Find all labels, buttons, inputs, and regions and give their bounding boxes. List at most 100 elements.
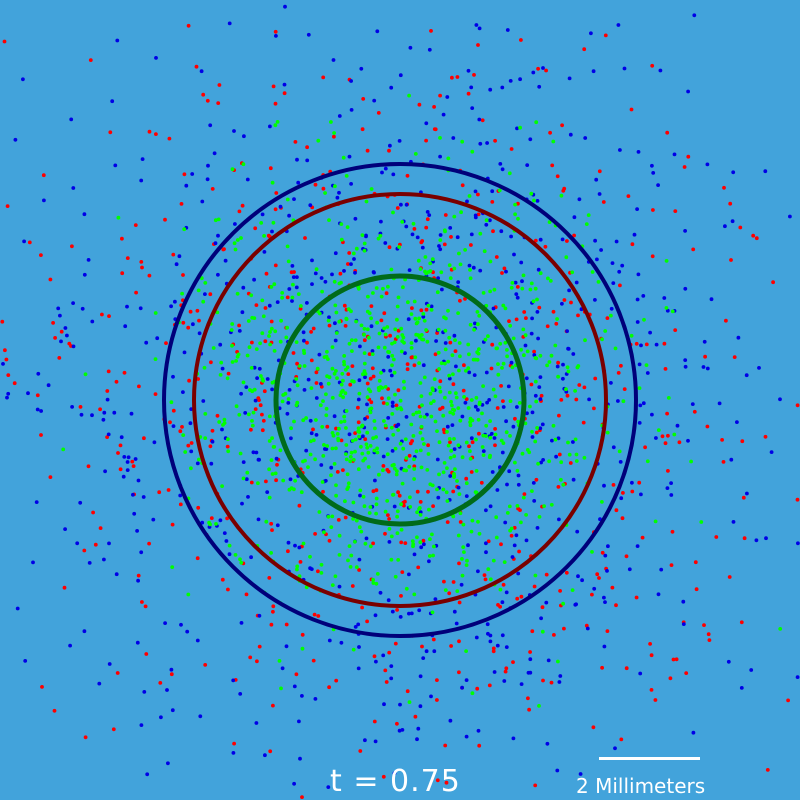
blue-particle (516, 482, 521, 487)
green-particle (419, 424, 424, 429)
blue-particle (683, 364, 688, 369)
blue-particle (538, 397, 543, 401)
blue-particle (505, 482, 509, 487)
green-particle (504, 430, 509, 435)
red-particle (169, 672, 174, 677)
green-particle (321, 454, 326, 458)
red-particle (544, 68, 548, 73)
red-particle (334, 678, 339, 683)
blue-particle (293, 543, 297, 548)
green-particle (513, 460, 517, 465)
green-particle (390, 341, 394, 346)
green-particle (402, 386, 406, 391)
green-particle (515, 504, 520, 508)
green-particle (334, 331, 339, 335)
green-particle (252, 387, 257, 392)
red-particle (451, 489, 456, 494)
blue-particle (327, 315, 331, 320)
green-particle (403, 437, 408, 442)
green-particle (302, 348, 306, 353)
blue-particle (614, 239, 619, 244)
blue-particle (469, 232, 474, 237)
green-particle (508, 434, 512, 438)
blue-particle (287, 213, 291, 218)
green-particle (153, 311, 158, 315)
blue-particle (174, 262, 179, 267)
green-particle (508, 323, 513, 328)
blue-particle (287, 388, 292, 392)
blue-particle (602, 644, 607, 649)
blue-particle (744, 373, 749, 378)
blue-particle (566, 346, 570, 351)
blue-particle (58, 313, 62, 318)
blue-particle (638, 671, 643, 676)
blue-particle (491, 306, 496, 311)
green-particle (334, 446, 338, 451)
green-particle (439, 270, 444, 275)
green-particle (456, 533, 461, 538)
red-particle (593, 376, 598, 381)
red-particle (487, 683, 492, 688)
blue-particle (352, 257, 356, 261)
blue-particle (392, 771, 397, 776)
green-particle (374, 286, 379, 290)
blue-particle (335, 195, 340, 200)
blue-particle (473, 404, 478, 409)
red-particle (630, 489, 635, 494)
time-equals: = (353, 764, 380, 799)
green-particle (429, 414, 434, 419)
blue-particle (383, 166, 388, 171)
green-particle (323, 191, 327, 195)
green-particle (349, 309, 353, 314)
green-particle (566, 440, 570, 445)
green-particle (267, 334, 271, 338)
green-particle (356, 467, 361, 472)
blue-particle (379, 219, 383, 224)
green-particle (207, 520, 212, 525)
red-particle (660, 434, 665, 439)
green-particle (357, 434, 361, 439)
red-particle (577, 383, 582, 387)
green-particle (329, 525, 334, 529)
red-particle (286, 549, 290, 554)
blue-particle (337, 190, 341, 195)
green-particle (424, 328, 428, 332)
red-particle (763, 434, 768, 439)
blue-particle (535, 310, 540, 314)
green-particle (603, 329, 608, 333)
blue-particle (213, 241, 218, 246)
green-particle (349, 450, 354, 455)
green-particle (469, 529, 474, 534)
green-particle (330, 395, 335, 400)
red-particle (136, 573, 141, 578)
blue-particle (231, 751, 236, 755)
green-particle (530, 429, 534, 434)
red-particle (325, 424, 330, 429)
blue-particle (394, 424, 399, 429)
red-particle (507, 319, 511, 323)
red-particle (576, 313, 580, 318)
green-particle (333, 184, 337, 189)
green-particle (421, 312, 426, 316)
green-particle (313, 457, 317, 462)
blue-particle (296, 180, 301, 185)
blue-particle (171, 374, 175, 379)
red-particle (39, 433, 43, 437)
blue-particle (337, 114, 342, 118)
blue-particle (473, 215, 478, 220)
green-particle (296, 292, 301, 296)
blue-particle (323, 478, 328, 483)
blue-particle (512, 252, 516, 257)
red-particle (386, 513, 390, 517)
red-particle (402, 503, 406, 508)
blue-particle (374, 659, 378, 664)
green-particle (561, 601, 565, 606)
red-particle (426, 489, 430, 494)
green-particle (404, 456, 409, 460)
red-particle (557, 452, 562, 457)
red-particle (600, 665, 604, 670)
green-particle (535, 297, 539, 302)
green-particle (576, 364, 581, 368)
green-particle (366, 465, 371, 469)
red-particle (367, 352, 372, 356)
